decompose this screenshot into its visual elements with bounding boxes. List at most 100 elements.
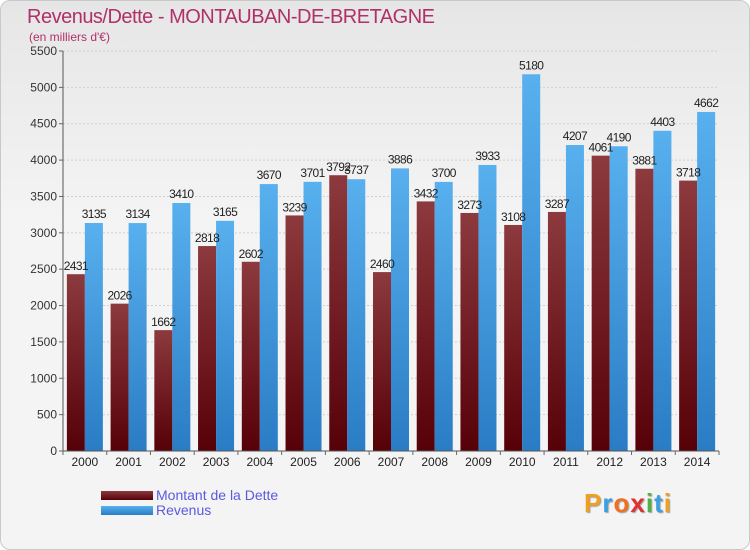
logo-letter: i xyxy=(663,488,672,518)
bar-revenus xyxy=(259,184,278,451)
data-label-revenus: 4207 xyxy=(563,129,588,143)
y-tick-label: 5500 xyxy=(30,44,57,58)
bar-revenus xyxy=(347,179,366,451)
data-label-dette: 3718 xyxy=(676,166,701,180)
data-label-revenus: 5180 xyxy=(519,58,544,72)
bar-dette xyxy=(547,211,566,451)
data-label-dette: 1662 xyxy=(151,315,176,329)
bar-dette xyxy=(110,303,129,451)
data-label-revenus: 3886 xyxy=(388,152,413,166)
y-tick-label: 500 xyxy=(37,408,57,422)
x-tick-label: 2002 xyxy=(159,455,186,469)
data-label-revenus: 3410 xyxy=(169,187,194,201)
bar-revenus xyxy=(609,146,628,452)
bar-dette xyxy=(373,272,391,451)
x-tick-label: 2008 xyxy=(421,455,448,469)
data-label-dette: 2026 xyxy=(107,289,132,303)
bar-dette xyxy=(460,212,479,451)
bars-layer xyxy=(66,74,716,452)
bar-revenus xyxy=(697,111,716,451)
x-tick-label: 2001 xyxy=(115,455,142,469)
data-label-dette: 3881 xyxy=(632,154,657,168)
legend-label-dette: Montant de la Dette xyxy=(156,487,279,503)
bar-revenus xyxy=(434,181,453,451)
axis-layer: 0 500 1000 1500 2000 2500 3000 3500 4000 4500 5000… xyxy=(30,44,720,469)
data-label-dette: 3792 xyxy=(326,160,351,174)
data-label-revenus: 3135 xyxy=(82,207,107,221)
y-tick-label: 2000 xyxy=(30,299,57,313)
proxiti-logo: Proxiti xyxy=(584,488,672,519)
bar-dette xyxy=(416,201,435,451)
data-label-dette: 4061 xyxy=(589,141,614,155)
data-label-dette: 3287 xyxy=(545,197,570,211)
y-tick-label: 2500 xyxy=(30,262,57,276)
data-label-revenus: 3933 xyxy=(475,149,500,163)
x-tick-label: 2003 xyxy=(203,455,230,469)
bar-revenus xyxy=(84,223,103,451)
logo-letter: o xyxy=(613,488,631,518)
data-label-dette: 2431 xyxy=(64,259,89,273)
logo-letter: P xyxy=(584,488,603,518)
data-label-revenus: 4662 xyxy=(694,96,719,110)
legend-swatch-revenus xyxy=(101,505,153,515)
bar-revenus xyxy=(522,74,541,451)
legend-label-revenus: Revenus xyxy=(156,502,212,518)
y-tick-label: 4000 xyxy=(30,153,57,167)
bar-dette xyxy=(66,274,85,451)
bar-revenus xyxy=(172,203,191,451)
y-tick-label: 3000 xyxy=(30,226,57,240)
data-label-revenus: 4190 xyxy=(607,130,632,144)
data-label-dette: 3239 xyxy=(282,200,307,214)
bar-dette xyxy=(679,180,698,451)
logo-letter: r xyxy=(602,488,614,518)
data-label-dette: 2602 xyxy=(239,247,264,261)
y-tick-label: 5000 xyxy=(30,80,57,94)
data-label-dette: 3432 xyxy=(414,186,439,200)
bar-dette xyxy=(635,168,654,451)
bar-revenus xyxy=(128,223,147,451)
bar-revenus xyxy=(303,181,322,451)
data-label-dette: 2460 xyxy=(370,257,395,271)
bar-dette xyxy=(198,246,217,451)
bar-revenus xyxy=(565,145,584,451)
data-label-revenus: 3134 xyxy=(125,207,150,221)
data-labels-layer: 2431 3135 2026 3134 1662 3410 2818 3165 2602 3670… xyxy=(64,58,720,329)
y-tick-label: 4500 xyxy=(30,117,57,131)
data-label-dette: 2818 xyxy=(195,231,220,245)
x-tick-label: 2004 xyxy=(246,455,273,469)
x-tick-label: 2010 xyxy=(509,455,536,469)
x-tick-label: 2012 xyxy=(596,455,623,469)
chart-title: Revenus/Dette - MONTAUBAN-DE-BRETAGNE xyxy=(27,6,435,28)
bar-dette xyxy=(591,155,610,451)
logo-letter: x xyxy=(630,488,646,518)
bar-dette xyxy=(154,330,173,451)
bar-dette xyxy=(285,215,304,451)
data-label-revenus: 3670 xyxy=(257,168,282,182)
y-tick-label: 1000 xyxy=(30,371,57,385)
y-tick-label: 1500 xyxy=(30,335,57,349)
x-tick-label: 2007 xyxy=(378,455,405,469)
data-label-revenus: 3701 xyxy=(300,166,325,180)
logo-letter: i xyxy=(645,488,655,518)
data-label-dette: 3273 xyxy=(457,198,482,212)
chart-subtitle: (en milliers d'€) xyxy=(29,30,110,44)
bar-revenus xyxy=(478,164,497,452)
x-tick-label: 2014 xyxy=(684,455,711,469)
legend-swatch-dette xyxy=(101,490,153,500)
legend-item-dette: Montant de la Dette xyxy=(101,487,278,503)
bar-revenus xyxy=(216,220,235,451)
x-tick-label: 2013 xyxy=(640,455,667,469)
legend-item-revenus: Revenus xyxy=(101,502,211,518)
data-label-revenus: 4403 xyxy=(650,115,675,129)
bar-revenus xyxy=(391,168,409,451)
y-tick-label: 3500 xyxy=(30,189,57,203)
bar-dette xyxy=(504,224,523,451)
data-label-revenus: 3700 xyxy=(432,166,457,180)
x-tick-label: 2009 xyxy=(465,455,492,469)
bar-revenus xyxy=(653,130,672,452)
bar-dette xyxy=(241,261,260,451)
y-tick-label: 0 xyxy=(50,444,57,458)
data-label-revenus: 3165 xyxy=(213,205,238,219)
